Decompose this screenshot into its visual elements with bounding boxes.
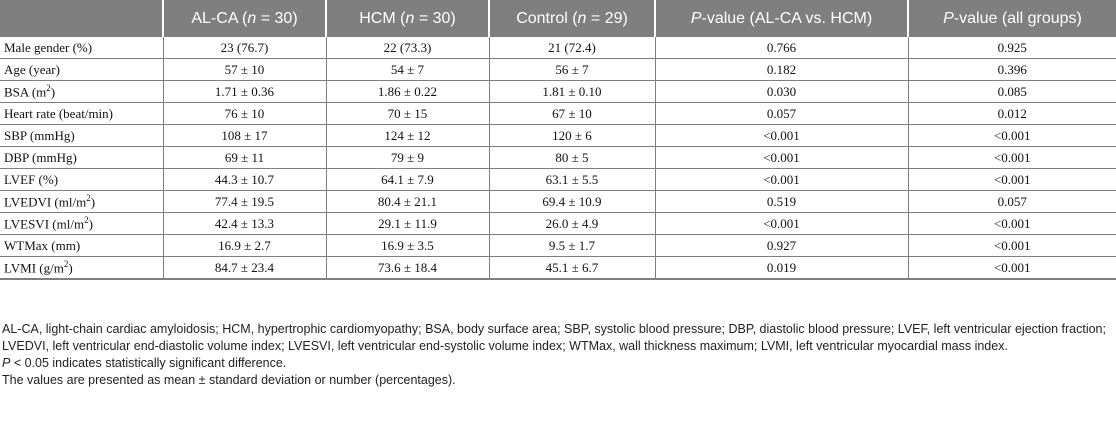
cell-p-alca-vs-hcm: <0.001 <box>654 124 909 147</box>
cell-hcm: 79 ± 9 <box>325 146 490 169</box>
cell-control: 1.81 ± 0.10 <box>488 80 656 103</box>
row-label: Male gender (%) <box>0 37 164 59</box>
cell-p-all-groups: 0.057 <box>907 190 1116 213</box>
cell-control: 63.1 ± 5.5 <box>488 168 656 191</box>
table-row: Male gender (%) 23 (76.7) 22 (73.3) 21 (72.… <box>0 37 1116 59</box>
cell-control: 26.0 ± 4.9 <box>488 212 656 235</box>
row-label: LVEF (%) <box>0 168 164 191</box>
significance-note: P < 0.05 indicates statistically signifi… <box>2 356 287 370</box>
header-hcm: HCM (n = 30) <box>325 0 489 37</box>
cell-alca: 16.9 ± 2.7 <box>162 234 327 257</box>
cell-alca: 57 ± 10 <box>162 58 327 81</box>
cell-alca: 44.3 ± 10.7 <box>162 168 327 191</box>
cell-p-alca-vs-hcm: 0.030 <box>654 80 909 103</box>
table-row: DBP (mmHg) 69 ± 11 79 ± 9 80 ± 5 <0.001 <0.00… <box>0 146 1116 169</box>
cell-alca: 108 ± 17 <box>162 124 327 147</box>
cell-hcm: 64.1 ± 7.9 <box>325 168 490 191</box>
cell-hcm: 80.4 ± 21.1 <box>325 190 490 213</box>
header-blank-cell <box>0 0 163 37</box>
cell-p-all-groups: 0.396 <box>907 58 1116 81</box>
cell-control: 9.5 ± 1.7 <box>488 234 656 257</box>
cell-p-all-groups: <0.001 <box>907 168 1116 191</box>
abbreviations-note: AL-CA, light-chain cardiac amyloidosis; … <box>2 322 1106 353</box>
header-p-all-groups: P-value (all groups) <box>907 0 1116 37</box>
row-label: Heart rate (beat/min) <box>0 102 164 125</box>
cell-alca: 23 (76.7) <box>162 37 327 59</box>
cell-p-alca-vs-hcm: <0.001 <box>654 168 909 191</box>
cell-control: 120 ± 6 <box>488 124 656 147</box>
header-control: Control (n = 29) <box>488 0 655 37</box>
table-row: Heart rate (beat/min) 76 ± 10 70 ± 15 67 ± … <box>0 102 1116 125</box>
cell-p-all-groups: 0.012 <box>907 102 1116 125</box>
cell-p-alca-vs-hcm: <0.001 <box>654 212 909 235</box>
table-row: LVEDVI (ml/m2) 77.4 ± 19.5 80.4 ± 21.1 69.4… <box>0 190 1116 213</box>
cell-p-all-groups: <0.001 <box>907 234 1116 257</box>
table-body: Male gender (%) 23 (76.7) 22 (73.3) 21 (72.… <box>0 37 1116 280</box>
cell-alca: 42.4 ± 13.3 <box>162 212 327 235</box>
table-footnotes: AL-CA, light-chain cardiac amyloidosis; … <box>2 321 1110 389</box>
table-row: LVESVI (ml/m2) 42.4 ± 13.3 29.1 ± 11.9 26.0… <box>0 212 1116 235</box>
cell-p-alca-vs-hcm: 0.927 <box>654 234 909 257</box>
cell-control: 45.1 ± 6.7 <box>488 256 656 280</box>
cell-alca: 1.71 ± 0.36 <box>162 80 327 103</box>
row-label: LVESVI (ml/m2) <box>0 212 164 235</box>
cell-p-alca-vs-hcm: 0.019 <box>654 256 909 280</box>
cell-control: 67 ± 10 <box>488 102 656 125</box>
row-label: SBP (mmHg) <box>0 124 164 147</box>
table-row: SBP (mmHg) 108 ± 17 124 ± 12 120 ± 6 <0.001 <… <box>0 124 1116 147</box>
cell-control: 21 (72.4) <box>488 37 656 59</box>
table-row: BSA (m2) 1.71 ± 0.36 1.86 ± 0.22 1.81 ± 0.1… <box>0 80 1116 103</box>
cell-hcm: 1.86 ± 0.22 <box>325 80 490 103</box>
cell-alca: 77.4 ± 19.5 <box>162 190 327 213</box>
table-header-row: AL-CA (n = 30) HCM (n = 30) Control (n =… <box>0 0 1116 37</box>
row-label: Age (year) <box>0 58 164 81</box>
row-label: LVMI (g/m2) <box>0 256 164 280</box>
cell-p-all-groups: <0.001 <box>907 124 1116 147</box>
cell-alca: 76 ± 10 <box>162 102 327 125</box>
cell-control: 56 ± 7 <box>488 58 656 81</box>
cell-p-alca-vs-hcm: 0.766 <box>654 37 909 59</box>
cell-p-alca-vs-hcm: 0.519 <box>654 190 909 213</box>
cell-hcm: 22 (73.3) <box>325 37 490 59</box>
cell-alca: 69 ± 11 <box>162 146 327 169</box>
row-label: LVEDVI (ml/m2) <box>0 190 164 213</box>
header-p-alca-vs-hcm: P-value (AL-CA vs. HCM) <box>654 0 908 37</box>
cell-p-all-groups: <0.001 <box>907 212 1116 235</box>
cell-control: 69.4 ± 10.9 <box>488 190 656 213</box>
cell-control: 80 ± 5 <box>488 146 656 169</box>
table-row: Age (year) 57 ± 10 54 ± 7 56 ± 7 0.182 0.396 <box>0 58 1116 81</box>
cell-p-alca-vs-hcm: <0.001 <box>654 146 909 169</box>
table-row: LVEF (%) 44.3 ± 10.7 64.1 ± 7.9 63.1 ± 5.5 <… <box>0 168 1116 191</box>
cell-hcm: 54 ± 7 <box>325 58 490 81</box>
row-label: WTMax (mm) <box>0 234 164 257</box>
cell-p-all-groups: <0.001 <box>907 256 1116 280</box>
cell-alca: 84.7 ± 23.4 <box>162 256 327 280</box>
cell-hcm: 73.6 ± 18.4 <box>325 256 490 280</box>
results-table: AL-CA (n = 30) HCM (n = 30) Control (n =… <box>0 0 1116 280</box>
cell-p-all-groups: 0.925 <box>907 37 1116 59</box>
cell-hcm: 124 ± 12 <box>325 124 490 147</box>
row-label: DBP (mmHg) <box>0 146 164 169</box>
table-row: WTMax (mm) 16.9 ± 2.7 16.9 ± 3.5 9.5 ± 1.7 0… <box>0 234 1116 257</box>
cell-p-alca-vs-hcm: 0.057 <box>654 102 909 125</box>
row-label: BSA (m2) <box>0 80 164 103</box>
cell-p-alca-vs-hcm: 0.182 <box>654 58 909 81</box>
table-row: LVMI (g/m2) 84.7 ± 23.4 73.6 ± 18.4 45.1 ± … <box>0 256 1116 280</box>
cell-hcm: 16.9 ± 3.5 <box>325 234 490 257</box>
values-note: The values are presented as mean ± stand… <box>2 373 456 387</box>
cell-p-all-groups: <0.001 <box>907 146 1116 169</box>
cell-p-all-groups: 0.085 <box>907 80 1116 103</box>
header-alca: AL-CA (n = 30) <box>162 0 326 37</box>
cell-hcm: 70 ± 15 <box>325 102 490 125</box>
cell-hcm: 29.1 ± 11.9 <box>325 212 490 235</box>
